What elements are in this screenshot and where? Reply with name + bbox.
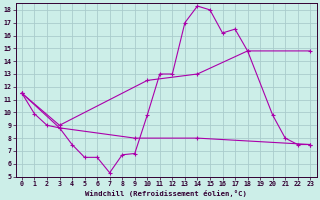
- X-axis label: Windchill (Refroidissement éolien,°C): Windchill (Refroidissement éolien,°C): [85, 190, 247, 197]
